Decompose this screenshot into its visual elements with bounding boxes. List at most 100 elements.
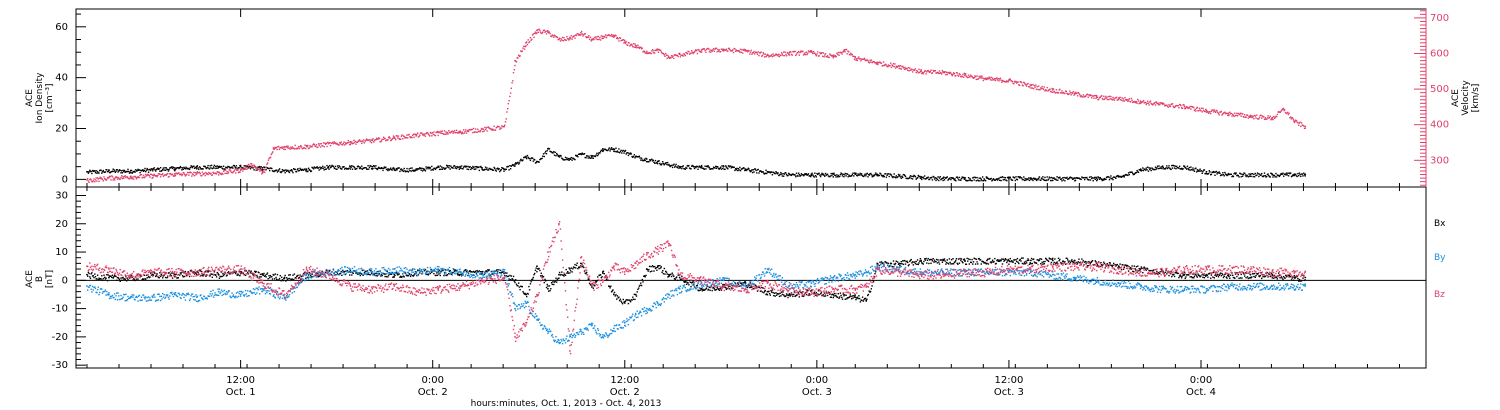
velocity-dot [1258, 118, 1260, 120]
velocity-dot [537, 29, 539, 31]
bx-dot [424, 270, 426, 272]
velocity-dot [1209, 111, 1211, 113]
velocity-dot [320, 143, 322, 145]
bx-dot [456, 273, 458, 275]
ion-density-dot [214, 167, 216, 170]
ion-density-dot [1239, 173, 1242, 175]
bx-dot [346, 269, 349, 272]
ion-density-dot [130, 172, 132, 174]
velocity-dot-point [195, 172, 198, 175]
velocity-dot [315, 145, 317, 148]
bx-dot [643, 275, 646, 277]
velocity-dot [1010, 80, 1012, 82]
velocity-dot [1201, 111, 1203, 113]
bx-dot [94, 276, 97, 278]
bx-dot [376, 275, 378, 277]
ion-density-dot [1159, 167, 1162, 169]
ion-density-dot [411, 167, 413, 169]
ion-density-dot [857, 173, 859, 175]
ion-density-dot [1013, 177, 1016, 179]
velocity-dot [911, 71, 914, 73]
ion-density-dot-point [1304, 173, 1307, 176]
bx-dot [380, 275, 382, 277]
ion-density-dot [632, 155, 635, 158]
ion-density-dot [1261, 175, 1264, 177]
ion-density-dot [207, 164, 209, 167]
velocity-dot [485, 127, 487, 129]
velocity-dot [1025, 85, 1028, 87]
ion-density-dot [814, 172, 816, 174]
velocity-dot [464, 130, 466, 133]
bx-dot [536, 271, 538, 273]
ion-density-dot [746, 169, 749, 171]
velocity-dot [382, 138, 384, 141]
ion-density-dot [219, 166, 221, 168]
velocity-dot [174, 175, 176, 177]
bx-dot [628, 299, 630, 301]
bx-dot [772, 291, 774, 294]
velocity-dot [959, 74, 961, 76]
velocity-dot [932, 69, 934, 72]
velocity-dot [610, 33, 613, 36]
velocity-dot [1261, 115, 1264, 117]
velocity-dot [648, 52, 651, 54]
bx-dot [690, 286, 692, 288]
bx-dot [458, 273, 460, 275]
ion-density-dot [241, 167, 243, 169]
velocity-dot [581, 33, 583, 35]
velocity-dot [493, 125, 495, 127]
ion-density-dot [863, 175, 865, 178]
ion-density-dot-point [876, 173, 879, 176]
ion-density-dot [769, 172, 771, 174]
bx-dot [839, 296, 841, 298]
ion-density-dot [1209, 171, 1211, 173]
velocity-dot [1025, 84, 1027, 86]
ion-density-dot [1304, 175, 1306, 177]
velocity-dot [390, 139, 392, 142]
ion-density-dot [149, 168, 151, 171]
ion-density-dot [531, 157, 533, 159]
velocity-dot [621, 39, 623, 41]
ion-density-dot [529, 159, 532, 162]
ion-density-dot [475, 165, 478, 168]
bx-dot [96, 278, 98, 280]
bx-dot [683, 280, 685, 283]
ion-density-dot [427, 166, 429, 168]
ion-density-dot [98, 172, 100, 174]
ion-density-dot [831, 172, 834, 175]
velocity-dot [1158, 102, 1160, 104]
ion-density-dot [1047, 178, 1050, 180]
velocity-dot [548, 31, 551, 33]
ion-density-dot [1275, 176, 1278, 178]
velocity-dot [223, 169, 225, 172]
velocity-dot [286, 145, 288, 147]
velocity-dot [239, 169, 242, 172]
ion-density-dot [1219, 172, 1221, 174]
velocity-dot [802, 54, 805, 56]
bx-dot [755, 285, 757, 287]
velocity-dot [88, 181, 90, 184]
ion-density-dot [836, 176, 839, 178]
velocity-dot [390, 139, 393, 141]
velocity-dot [439, 132, 441, 134]
velocity-dot-point [964, 73, 966, 76]
bx-dot [362, 274, 364, 276]
velocity-dot [268, 157, 270, 160]
bx-dot [708, 288, 710, 291]
bx-dot [607, 279, 609, 281]
ion-density-dot [1301, 173, 1303, 175]
ion-density-dot [358, 166, 360, 168]
velocity-dot [332, 143, 335, 145]
velocity-dot [721, 48, 723, 50]
ion-density-dot [94, 172, 97, 174]
velocity-dot [1299, 121, 1301, 123]
ion-density-dot [331, 164, 333, 167]
ion-density-dot [726, 167, 728, 169]
velocity-dot [600, 35, 602, 37]
ion-density-dot [278, 168, 281, 170]
velocity-dot [821, 52, 823, 54]
velocity-dot [604, 36, 606, 38]
bx-dot [732, 287, 734, 289]
velocity-dot [948, 71, 950, 74]
velocity-dot [545, 30, 547, 33]
